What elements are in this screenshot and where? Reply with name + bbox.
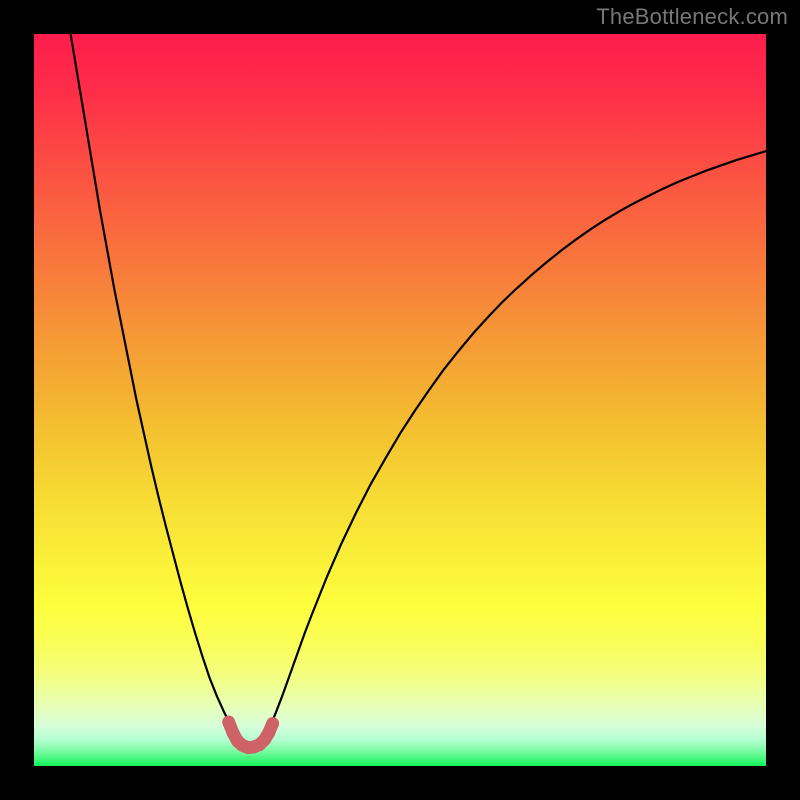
marker-dot (222, 716, 235, 729)
chart-svg (34, 34, 766, 766)
chart-frame: TheBottleneck.com (0, 0, 800, 800)
watermark-text: TheBottleneck.com (596, 4, 788, 30)
marker-dot (266, 717, 279, 730)
plot-area (34, 34, 766, 766)
chart-background (34, 34, 766, 766)
